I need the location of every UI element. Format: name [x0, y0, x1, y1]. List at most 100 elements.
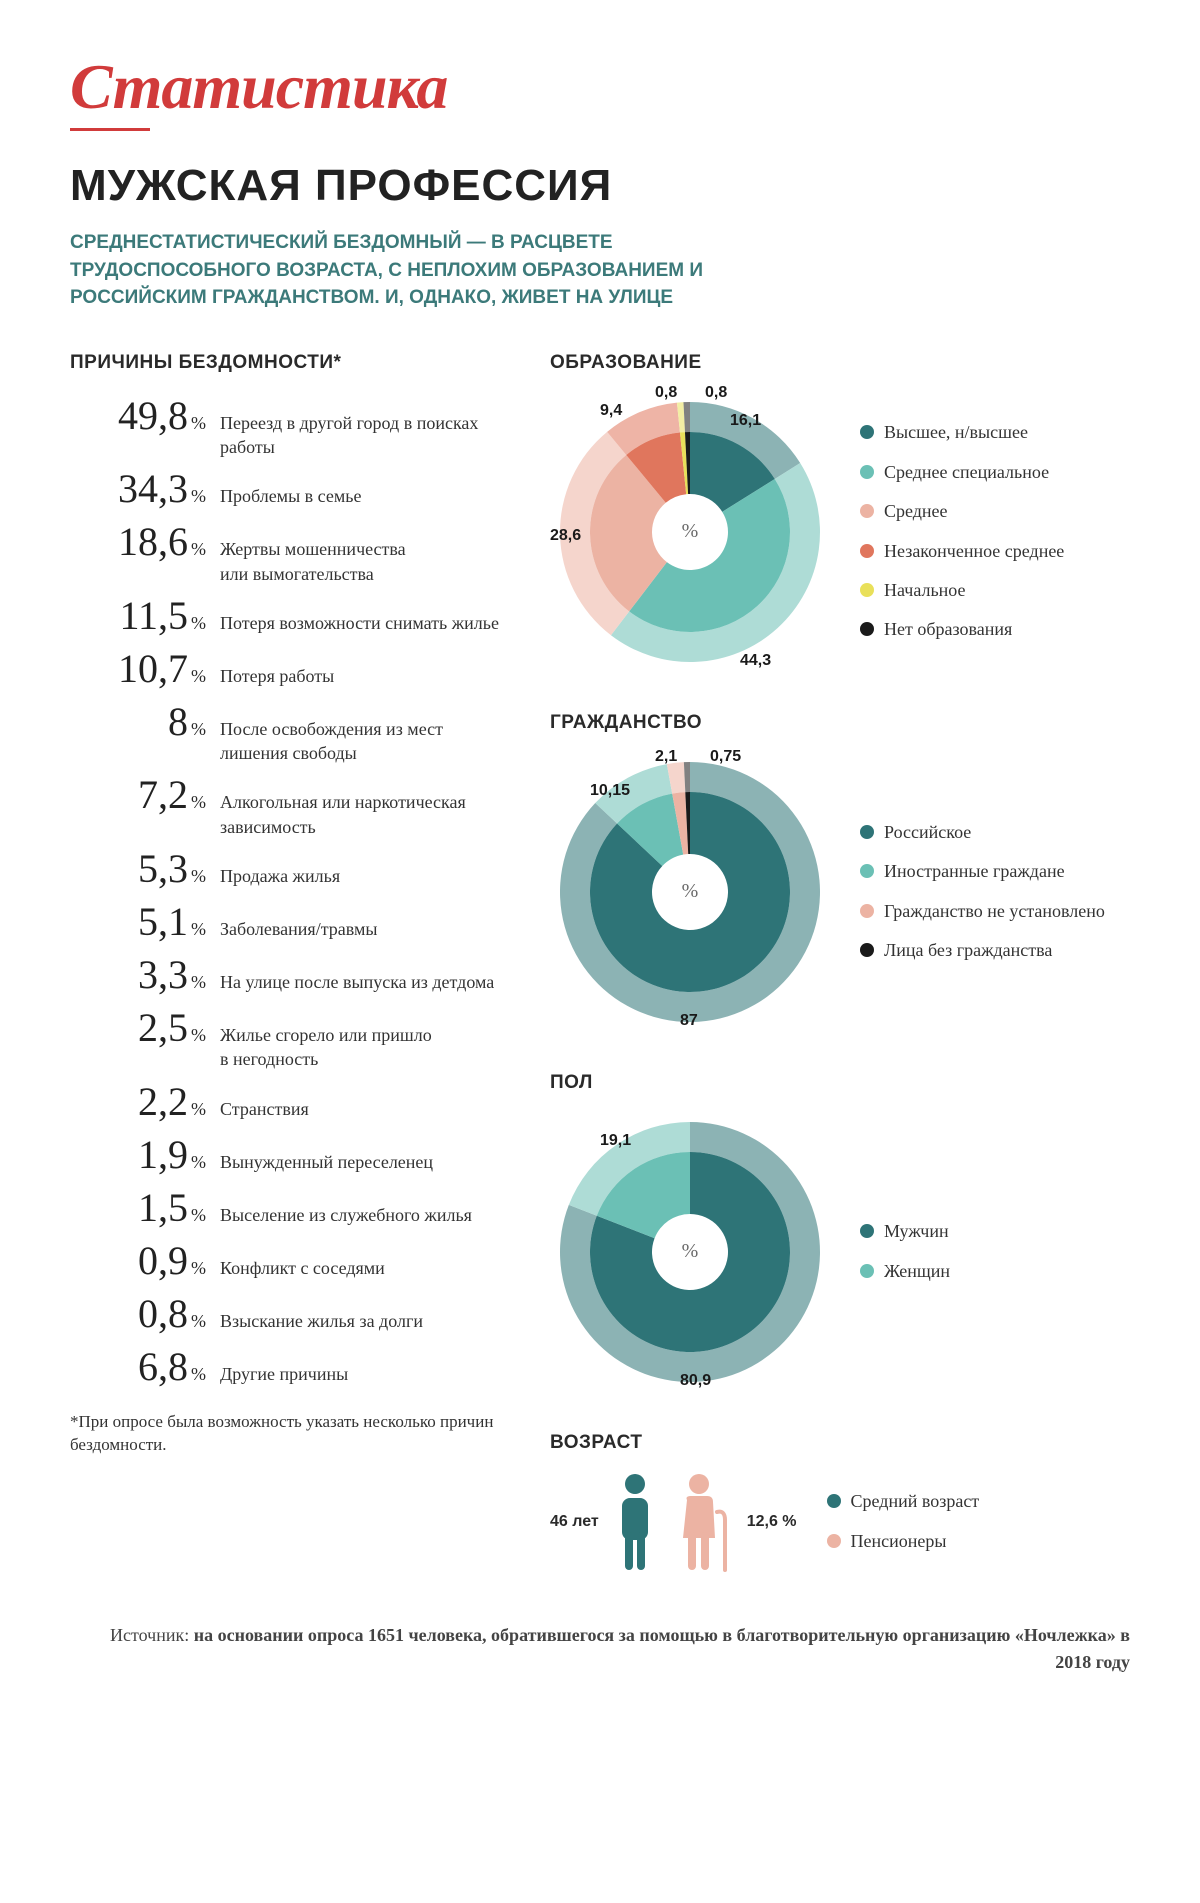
cause-row: 34,3%Проблемы в семье	[70, 465, 500, 512]
legend-dot	[860, 504, 874, 518]
legend-label: Лица без гражданства	[884, 939, 1052, 962]
age-pens-label: 12,6 %	[747, 1513, 797, 1531]
legend-label: Высшее, н/высшее	[884, 421, 1028, 444]
chart-title-citizenship: ГРАЖДАНСТВО	[550, 712, 1130, 734]
header-rule	[70, 128, 150, 131]
cause-label: Потеря возможности снимать жилье	[220, 601, 499, 635]
cause-row: 8%После освобождения из мест лишения сво…	[70, 698, 500, 766]
cause-label: Жертвы мошенничества или вымогательства	[220, 527, 500, 586]
charts-column: ОБРАЗОВАНИЕ%16,144,328,69,40,80,8Высшее,…	[550, 352, 1130, 1572]
legend-item: Лица без гражданства	[860, 939, 1105, 962]
legend-label: Женщин	[884, 1260, 950, 1283]
cause-label: Продажа жилья	[220, 854, 340, 888]
elderly-icon	[677, 1472, 733, 1572]
cause-row: 2,5%Жилье сгорело или пришло в негодност…	[70, 1004, 500, 1072]
legend-dot	[860, 465, 874, 479]
legend-dot	[827, 1494, 841, 1508]
legend-label: Среднее специальное	[884, 461, 1049, 484]
donut-center-label: %	[659, 861, 721, 923]
man-icon	[613, 1472, 657, 1572]
legend-dot	[860, 583, 874, 597]
cause-row: 1,9%Вынужденный переселенец	[70, 1131, 500, 1178]
age-avg-label: 46 лет	[550, 1513, 599, 1531]
cause-pct: 18,6%	[70, 518, 220, 565]
causes-title: ПРИЧИНЫ БЕЗДОМНОСТИ*	[70, 352, 500, 374]
cause-label: Конфликт с соседями	[220, 1246, 385, 1280]
cause-row: 6,8%Другие причины	[70, 1343, 500, 1390]
chart-title-gender: ПОЛ	[550, 1072, 1130, 1094]
legend-dot	[860, 544, 874, 558]
legend-item: Высшее, н/высшее	[860, 421, 1064, 444]
legend-label: Российское	[884, 821, 971, 844]
causes-footnote: *При опросе была возможность указать нес…	[70, 1410, 500, 1458]
legend-label: Нет образования	[884, 618, 1012, 641]
legend-gender: Мужчин Женщин	[860, 1220, 950, 1283]
cause-row: 7,2%Алкогольная или наркотическая зависи…	[70, 771, 500, 839]
legend-item: Среднее специальное	[860, 461, 1064, 484]
cause-pct: 1,5%	[70, 1184, 220, 1231]
cause-pct: 49,8%	[70, 392, 220, 439]
legend-item: Нет образования	[860, 618, 1064, 641]
legend-dot	[860, 943, 874, 957]
legend-education: Высшее, н/высшее Среднее специальное Средн…	[860, 421, 1064, 641]
cause-label: Другие причины	[220, 1352, 348, 1386]
chart-title-education: ОБРАЗОВАНИЕ	[550, 352, 1130, 374]
age-block: 46 лет 12,6 % Средний возр	[550, 1472, 1130, 1572]
source-bold: на основании опроса 1651 человека, обрат…	[194, 1625, 1130, 1672]
legend-item: Иностранные граждане	[860, 860, 1105, 883]
cause-pct: 1,9%	[70, 1131, 220, 1178]
legend-item: Начальное	[860, 579, 1064, 602]
legend-label: Иностранные граждане	[884, 860, 1065, 883]
causes-list: 49,8%Переезд в другой город в поисках ра…	[70, 392, 500, 1390]
source-prefix: Источник:	[110, 1625, 194, 1645]
cause-row: 2,2%Странствия	[70, 1078, 500, 1125]
age-title: ВОЗРАСТ	[550, 1432, 1130, 1454]
cause-pct: 0,8%	[70, 1290, 220, 1337]
source-line: Источник: на основании опроса 1651 челов…	[70, 1622, 1130, 1676]
legend-label: Среднее	[884, 500, 948, 523]
cause-pct: 5,1%	[70, 898, 220, 945]
cause-row: 5,1%Заболевания/травмы	[70, 898, 500, 945]
legend-dot	[860, 622, 874, 636]
cause-label: Вынужденный переселенец	[220, 1140, 433, 1174]
legend-dot	[860, 1264, 874, 1278]
legend-item: Пенсионеры	[827, 1530, 980, 1553]
donut-center-label: %	[659, 1221, 721, 1283]
legend-dot	[860, 825, 874, 839]
cause-label: Потеря работы	[220, 654, 334, 688]
legend-item: Незаконченное среднее	[860, 540, 1064, 563]
cause-row: 10,7%Потеря работы	[70, 645, 500, 692]
cause-pct: 2,2%	[70, 1078, 220, 1125]
subtitle: СРЕДНЕСТАТИСТИЧЕСКИЙ БЕЗДОМНЫЙ — В РАСЦВ…	[70, 229, 790, 312]
cause-label: Выселение из служебного жилья	[220, 1193, 472, 1227]
cause-label: Переезд в другой город в поисках работы	[220, 401, 500, 460]
cause-row: 5,3%Продажа жилья	[70, 845, 500, 892]
cause-label: После освобождения из мест лишения свобо…	[220, 707, 500, 766]
legend-label: Гражданство не установлено	[884, 900, 1105, 923]
cause-pct: 6,8%	[70, 1343, 220, 1390]
legend-label: Начальное	[884, 579, 966, 602]
script-heading: Статистика	[70, 50, 1130, 124]
legend-citizenship: Российское Иностранные граждане Гражданств…	[860, 821, 1105, 963]
legend-dot	[860, 1224, 874, 1238]
legend-dot	[827, 1534, 841, 1548]
legend-item: Гражданство не установлено	[860, 900, 1105, 923]
cause-row: 49,8%Переезд в другой город в поисках ра…	[70, 392, 500, 460]
legend-dot	[860, 904, 874, 918]
cause-pct: 34,3%	[70, 465, 220, 512]
chart-block-gender: %80,919,1МужчинЖенщин	[550, 1112, 1130, 1392]
cause-pct: 11,5%	[70, 592, 220, 639]
donut-center-label: %	[659, 501, 721, 563]
cause-label: Взыскание жилья за долги	[220, 1299, 423, 1333]
legend-item: Российское	[860, 821, 1105, 844]
legend-label: Мужчин	[884, 1220, 949, 1243]
legend-dot	[860, 425, 874, 439]
cause-row: 1,5%Выселение из служебного жилья	[70, 1184, 500, 1231]
cause-label: Жилье сгорело или пришло в негодность	[220, 1013, 500, 1072]
cause-row: 18,6%Жертвы мошенничества или вымогатель…	[70, 518, 500, 586]
legend-dot	[860, 864, 874, 878]
legend-item: Среднее	[860, 500, 1064, 523]
cause-pct: 8%	[70, 698, 220, 745]
chart-block-citizenship: %8710,152,10,75РоссийскоеИностранные гра…	[550, 752, 1130, 1032]
main-title: МУЖСКАЯ ПРОФЕССИЯ	[70, 161, 1130, 211]
